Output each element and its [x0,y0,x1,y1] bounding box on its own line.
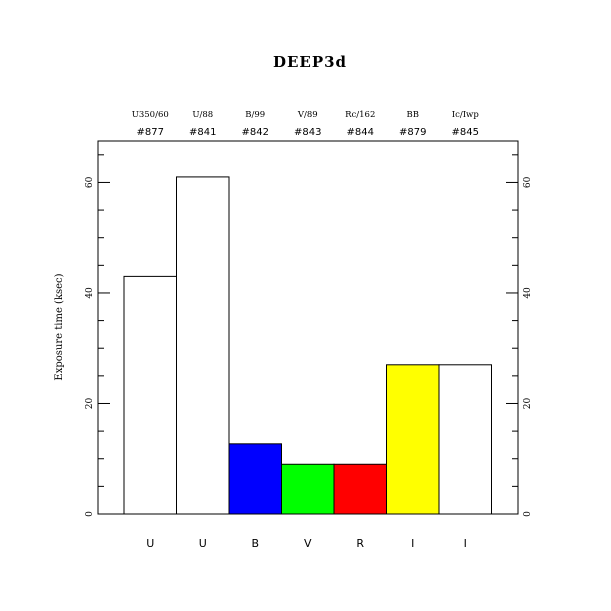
bar-1 [176,176,230,515]
filter-label-2: B/99 [245,110,265,120]
filter-id-3: #843 [294,127,321,138]
bar-2 [228,443,282,515]
filter-label-6: Ic/Iwp [452,110,480,120]
bar-4 [333,463,387,515]
band-label-3: V [304,537,312,550]
bar-0 [123,275,177,515]
filter-id-6: #845 [452,127,479,138]
y-tick-label-left-0: 0 [85,511,95,517]
y-tick-label-right-3: 60 [523,176,533,188]
y-tick-label-left-2: 40 [85,287,95,299]
bar-3 [281,463,335,515]
band-label-5: I [411,537,414,550]
y-tick-label-right-0: 0 [523,511,533,517]
filter-label-1: U/88 [192,110,213,120]
y-tick-label-right-2: 40 [523,287,533,299]
band-label-1: U [199,537,207,550]
filter-label-3: V/89 [297,110,318,120]
band-label-2: B [251,537,259,550]
band-label-0: U [146,537,154,550]
bar-6 [438,364,492,515]
y-tick-label-left-1: 20 [85,397,95,409]
filter-id-5: #879 [399,127,426,138]
filter-label-0: U350/60 [132,110,169,120]
filter-label-5: BB [407,110,420,120]
labels-layer: U U350/60 #877 U U/88 #841 B B/99 #842 V V/89 #843 R… [85,110,533,550]
filter-id-0: #877 [137,127,164,138]
y-tick-label-right-1: 20 [523,397,533,409]
ticks-layer [98,154,518,515]
bar-5 [386,364,440,515]
y-tick-label-left-3: 60 [85,176,95,188]
bars-layer [123,176,492,515]
filter-id-4: #844 [347,127,374,138]
y-axis-label: Exposure time (ksec) [54,273,65,380]
band-label-4: R [356,537,364,550]
filter-id-2: #842 [242,127,269,138]
band-label-6: I [464,537,467,550]
chart-title: DEEP3d [273,53,347,71]
filter-id-1: #841 [189,127,216,138]
filter-label-4: Rc/162 [345,110,375,120]
plot-frame [97,140,519,515]
